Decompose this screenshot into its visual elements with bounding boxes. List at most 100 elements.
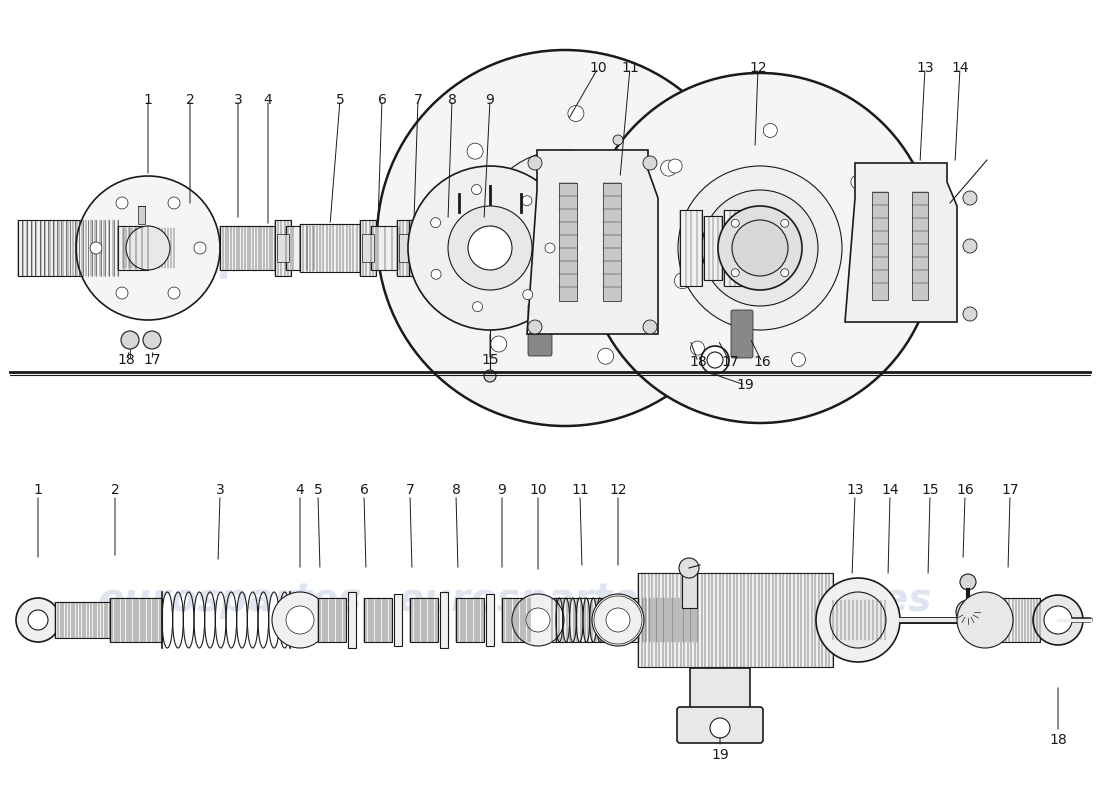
Text: 11: 11 <box>621 61 639 75</box>
Bar <box>394 594 402 646</box>
Bar <box>277 234 289 262</box>
Text: eurospartes: eurospartes <box>398 581 662 619</box>
Bar <box>360 220 376 276</box>
Text: 13: 13 <box>846 483 864 497</box>
Circle shape <box>468 143 483 159</box>
Bar <box>682 572 697 608</box>
Circle shape <box>568 106 584 122</box>
Circle shape <box>644 320 657 334</box>
Bar <box>984 598 1040 642</box>
Bar <box>348 592 356 648</box>
Circle shape <box>781 269 789 277</box>
Text: eurospartes: eurospartes <box>668 581 932 619</box>
Circle shape <box>732 220 788 276</box>
Circle shape <box>484 370 496 382</box>
Text: 7: 7 <box>414 93 422 107</box>
Bar <box>690 668 750 710</box>
Circle shape <box>522 290 532 300</box>
Bar <box>118 226 148 270</box>
Circle shape <box>613 135 623 145</box>
Circle shape <box>377 50 754 426</box>
Circle shape <box>701 346 729 374</box>
Circle shape <box>816 578 900 662</box>
Circle shape <box>678 166 842 330</box>
Text: 19: 19 <box>736 378 754 392</box>
Circle shape <box>168 287 180 299</box>
Circle shape <box>962 239 977 253</box>
Text: 8: 8 <box>452 483 461 497</box>
Circle shape <box>448 206 532 290</box>
Circle shape <box>408 166 572 330</box>
Circle shape <box>864 282 878 295</box>
Bar <box>18 220 118 276</box>
Bar <box>399 234 411 262</box>
Circle shape <box>468 226 512 270</box>
Bar <box>456 598 484 642</box>
Circle shape <box>76 176 220 320</box>
Circle shape <box>962 307 977 321</box>
Circle shape <box>512 594 564 646</box>
Bar <box>603 183 622 301</box>
Text: 14: 14 <box>952 61 969 75</box>
Circle shape <box>592 594 644 646</box>
Bar <box>486 594 494 646</box>
Text: 17: 17 <box>1001 483 1019 497</box>
Text: 17: 17 <box>143 353 161 367</box>
Text: 4: 4 <box>296 483 305 497</box>
Circle shape <box>272 592 328 648</box>
Circle shape <box>718 206 802 290</box>
Circle shape <box>636 255 650 270</box>
Bar <box>110 598 162 642</box>
Circle shape <box>585 73 935 423</box>
Text: 15: 15 <box>481 353 498 367</box>
Circle shape <box>430 218 441 228</box>
Circle shape <box>674 273 691 289</box>
Circle shape <box>679 558 699 578</box>
Circle shape <box>28 610 48 630</box>
Circle shape <box>1033 595 1084 645</box>
Polygon shape <box>845 163 957 322</box>
Bar <box>872 192 888 300</box>
Circle shape <box>597 348 614 364</box>
Text: 12: 12 <box>609 483 627 497</box>
Text: 9: 9 <box>485 93 494 107</box>
Text: 9: 9 <box>497 483 506 497</box>
Circle shape <box>661 160 676 176</box>
Circle shape <box>116 197 128 209</box>
FancyBboxPatch shape <box>676 707 763 743</box>
Circle shape <box>168 197 180 209</box>
Bar <box>397 220 412 276</box>
Text: 6: 6 <box>377 93 386 107</box>
Circle shape <box>472 185 482 194</box>
Bar <box>286 226 313 270</box>
Circle shape <box>526 608 550 632</box>
Circle shape <box>962 191 977 205</box>
Circle shape <box>500 173 630 303</box>
Text: 2: 2 <box>111 483 120 497</box>
Text: 18: 18 <box>689 355 707 369</box>
Circle shape <box>691 341 704 355</box>
Bar <box>502 598 530 642</box>
Text: 17: 17 <box>722 355 739 369</box>
Text: eurospartes: eurospartes <box>98 241 362 279</box>
FancyBboxPatch shape <box>528 304 552 356</box>
Circle shape <box>477 150 653 326</box>
Text: 1: 1 <box>144 93 153 107</box>
Circle shape <box>491 336 507 352</box>
Bar <box>724 210 746 286</box>
Text: 19: 19 <box>711 748 729 762</box>
Text: 15: 15 <box>921 483 938 497</box>
Bar <box>559 183 578 301</box>
Text: 11: 11 <box>571 483 588 497</box>
Circle shape <box>528 156 542 170</box>
Circle shape <box>194 242 206 254</box>
Circle shape <box>781 219 789 227</box>
Bar <box>362 234 374 262</box>
Circle shape <box>710 718 730 738</box>
Circle shape <box>143 331 161 349</box>
Text: eurospartes: eurospartes <box>98 581 362 619</box>
Circle shape <box>830 592 886 648</box>
Text: 10: 10 <box>590 61 607 75</box>
Circle shape <box>707 352 723 368</box>
Text: 5: 5 <box>314 483 322 497</box>
